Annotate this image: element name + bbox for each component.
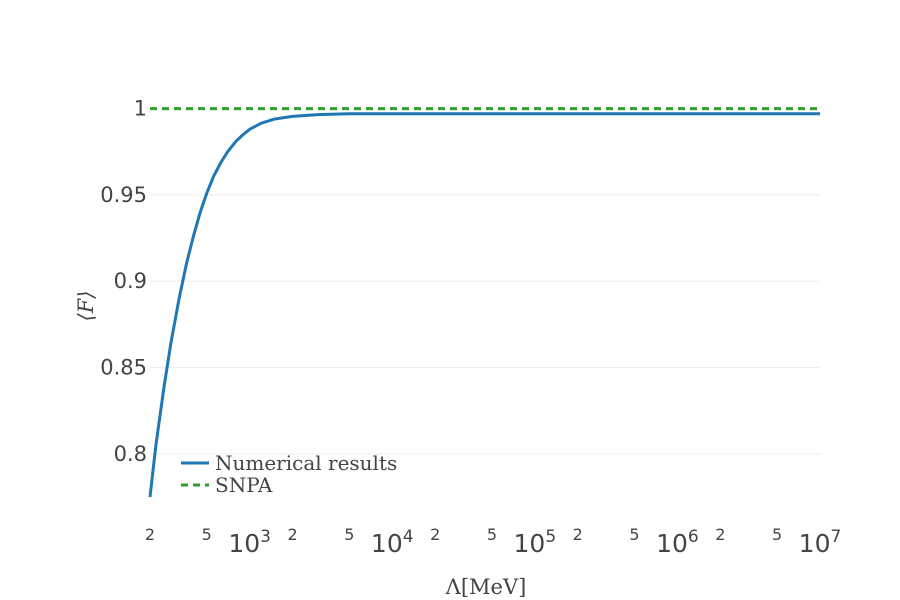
x-minor-tick-label-5000: 5	[344, 525, 354, 544]
x-minor-tick-label-500000: 5	[629, 525, 639, 544]
legend: Numerical results SNPA	[181, 451, 397, 497]
y-tick-label-1: 1	[134, 97, 147, 121]
x-major-tick-label-10000000: 107	[799, 527, 842, 558]
series-line-numerical-results	[148, 112, 820, 498]
x-minor-tick-label-500: 5	[202, 525, 212, 544]
x-axis-title: Λ[MeV]	[445, 575, 527, 599]
y-tick-label-0-9: 0.9	[114, 269, 147, 293]
legend-label-snpa: SNPA	[215, 473, 273, 497]
y-axis-title: ⟨F⟩	[74, 291, 98, 322]
y-axis-ticks: 0.8 0.85 0.9 0.95 1	[100, 97, 147, 466]
y-tick-label-0-95: 0.95	[100, 183, 147, 207]
legend-label-numerical-results: Numerical results	[215, 451, 397, 475]
x-major-tick-label-100000: 105	[514, 527, 557, 558]
x-axis-ticks: 2 5 2 5 2 5 2 5 2 5 103 104 105 106 107	[145, 525, 841, 558]
series-lines	[148, 107, 820, 498]
x-minor-tick-label-2000: 2	[287, 525, 297, 544]
gridlines	[150, 194, 820, 455]
y-tick-label-0-85: 0.85	[100, 356, 147, 380]
x-major-tick-label-10000: 104	[371, 527, 414, 558]
x-minor-tick-label-20000: 2	[430, 525, 440, 544]
x-minor-tick-label-200: 2	[145, 525, 155, 544]
x-minor-tick-label-2000000: 2	[715, 525, 725, 544]
x-minor-tick-label-5000000: 5	[772, 525, 782, 544]
x-minor-tick-label-50000: 5	[487, 525, 497, 544]
y-tick-label-0-8: 0.8	[114, 442, 147, 466]
x-major-tick-label-1000000: 106	[656, 527, 699, 558]
x-major-tick-label-1000: 103	[228, 527, 271, 558]
x-minor-tick-label-200000: 2	[573, 525, 583, 544]
